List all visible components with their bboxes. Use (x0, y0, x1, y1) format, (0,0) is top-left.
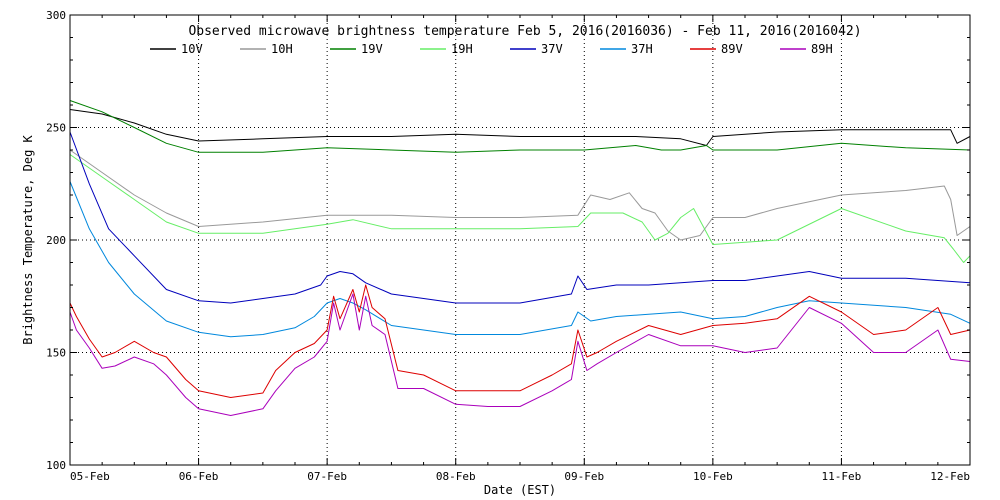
legend-label-89v: 89V (721, 42, 743, 56)
legend-label-89h: 89H (811, 42, 833, 56)
series-line-10v (69, 109, 971, 146)
x-tick-label: 12-Feb (930, 470, 970, 483)
legend-label-37h: 37H (631, 42, 653, 56)
series-line-37v (69, 131, 971, 304)
y-tick-label: 250 (46, 122, 66, 135)
series-line-19v (69, 100, 971, 153)
x-axis-title: Date (EST) (484, 483, 556, 497)
y-tick-label: 300 (46, 9, 66, 22)
chart-title: Observed microwave brightness temperatur… (188, 24, 861, 39)
x-tick-label: 10-Feb (693, 470, 733, 483)
legend-label-10v: 10V (181, 42, 203, 56)
x-tick-label: 07-Feb (307, 470, 347, 483)
series-line-10h (69, 149, 971, 241)
series-line-19h (69, 154, 971, 263)
x-tick-label: 11-Feb (822, 470, 862, 483)
y-tick-label: 150 (46, 347, 66, 360)
legend-label-19h: 19H (451, 42, 473, 56)
legend: 10V 10H 19V 19H 37V 37H 89V 89H (150, 42, 833, 56)
legend-label-19v: 19V (361, 42, 383, 56)
series-line-37h (69, 181, 971, 338)
y-tick-label: 100 (46, 459, 66, 472)
x-tick-label: 09-Feb (564, 470, 604, 483)
y-axis-title: Brightness Temperature, Deg K (21, 134, 35, 344)
x-tick-label: 05-Feb (70, 470, 110, 483)
series-line-89h (69, 293, 971, 416)
x-tick-label: 06-Feb (179, 470, 219, 483)
y-tick-label: 200 (46, 234, 66, 247)
x-tick-label: 08-Feb (436, 470, 476, 483)
plot-area (69, 100, 971, 416)
grid-lines (70, 15, 970, 465)
axes: 05-Feb 06-Feb 07-Feb 08-Feb 09-Feb 10-Feb 11-F… (46, 9, 971, 483)
legend-label-37v: 37V (541, 42, 563, 56)
series-line-89v (69, 284, 971, 398)
legend-label-10h: 10H (271, 42, 293, 56)
